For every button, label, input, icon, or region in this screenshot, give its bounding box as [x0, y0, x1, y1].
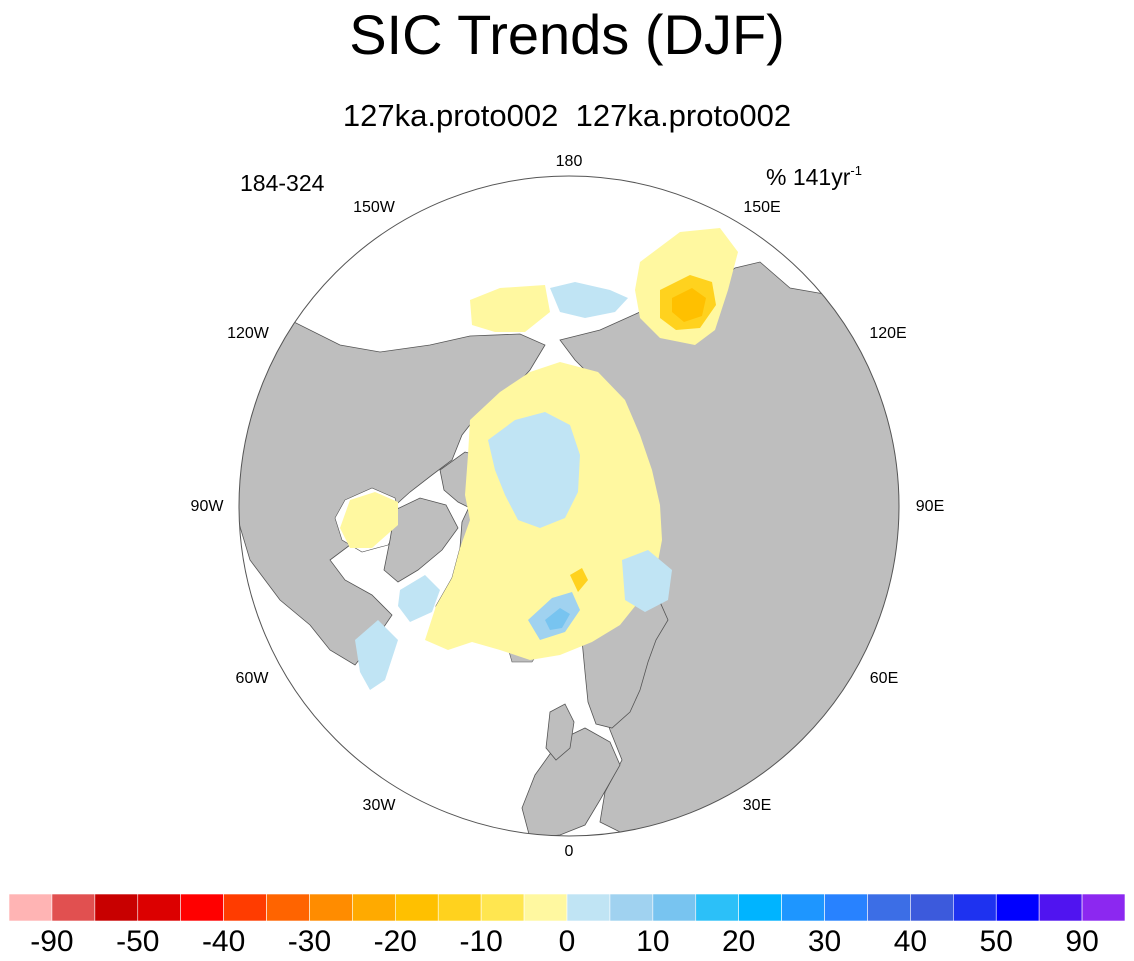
colorbar-box	[523, 893, 568, 922]
land-baffin-island	[383, 497, 459, 583]
trend-area-labrador-blue	[355, 620, 398, 690]
trend-area-svalbard-gold	[570, 568, 588, 592]
colorbar-box	[1081, 893, 1126, 922]
lon-label-120e: 120E	[869, 325, 906, 342]
longitude-labels: 180 150E 120E 90E 60E 30E 0 30W 60W 90W …	[191, 153, 945, 860]
lon-label-120w: 120W	[227, 325, 270, 342]
lon-label-90w: 90W	[191, 498, 225, 515]
colorbar-box	[51, 893, 96, 922]
colorbar-box	[137, 893, 181, 922]
lon-label-60e: 60E	[870, 670, 898, 687]
colorbar-tick-label: 20	[722, 925, 755, 958]
land-europe-south	[521, 727, 621, 836]
trend-area-central-arctic-blue	[488, 412, 580, 528]
colorbar-box	[480, 893, 525, 922]
units-base: % 141yr	[766, 164, 851, 190]
trend-area-barents-blue	[622, 550, 672, 612]
colorbar-box	[395, 893, 439, 922]
lon-label-150w: 150W	[353, 199, 396, 216]
colorbar-tick-label: -10	[459, 925, 502, 958]
colorbar-box	[437, 893, 482, 922]
colorbar-tick-label: 10	[636, 925, 669, 958]
lon-label-60w: 60W	[236, 670, 270, 687]
trend-area-baffin-blue	[398, 575, 440, 622]
sea-ice-trend-shading	[340, 228, 738, 690]
colorbar	[8, 893, 1126, 922]
colorbar-box	[695, 893, 739, 922]
colorbar-box	[8, 893, 53, 922]
colorbar-box	[266, 893, 310, 922]
chart-subtitle: 127ka.proto002 127ka.proto002	[342, 98, 792, 133]
colorbar-box	[995, 893, 1040, 922]
trend-area-greenland-sea-deep-blue	[545, 608, 570, 630]
lon-label-0: 0	[565, 843, 574, 860]
trend-area-chukchi-blue	[550, 282, 628, 318]
colorbar-tick-label: 50	[980, 925, 1013, 958]
colorbar-box	[223, 893, 267, 922]
colorbar-box	[824, 893, 868, 922]
lon-label-180: 180	[556, 153, 583, 170]
colorbar-labels: -90 -50 -40 -30 -20 -10 0 10 20 30 40 50 90	[30, 925, 1099, 958]
colorbar-box	[652, 893, 697, 922]
trend-area-labrador-yellow	[340, 492, 398, 548]
colorbar-tick-label: -30	[288, 925, 331, 958]
lon-label-150e: 150E	[743, 199, 780, 216]
map-content	[239, 176, 899, 836]
chart-title: SIC Trends (DJF)	[349, 3, 785, 66]
colorbar-box	[1038, 893, 1083, 922]
globe-outline	[238, 175, 900, 837]
year-range-label: 184-324	[240, 170, 325, 196]
colorbar-tick-label: -20	[374, 925, 417, 958]
colorbar-box	[609, 893, 654, 922]
trend-area-beaufort-yellow	[470, 285, 550, 332]
colorbar-tick-label: 90	[1065, 925, 1098, 958]
colorbar-box	[352, 893, 396, 922]
colorbar-tick-label: -40	[202, 925, 245, 958]
colorbar-tick-label: 0	[559, 925, 576, 958]
colorbar-box	[94, 893, 139, 922]
colorbar-tick-label: -90	[30, 925, 73, 958]
colorbar-tick-label: -50	[116, 925, 159, 958]
trend-area-okhotsk-orange	[672, 288, 706, 322]
units-exponent: -1	[850, 163, 862, 178]
colorbar-box	[738, 893, 782, 922]
colorbar-tick-label: 40	[894, 925, 927, 958]
lon-label-30e: 30E	[743, 797, 771, 814]
units-label: % 141yr-1	[766, 163, 862, 191]
colorbar-box	[910, 893, 954, 922]
colorbar-box	[566, 893, 611, 922]
lon-label-90e: 90E	[916, 498, 944, 515]
lon-label-30w: 30W	[363, 797, 397, 814]
colorbar-tick-label: 30	[808, 925, 841, 958]
colorbar-box	[309, 893, 353, 922]
colorbar-box	[781, 893, 825, 922]
land-british-isles	[545, 703, 575, 761]
colorbar-box	[867, 893, 911, 922]
colorbar-box	[180, 893, 224, 922]
colorbar-box	[953, 893, 997, 922]
